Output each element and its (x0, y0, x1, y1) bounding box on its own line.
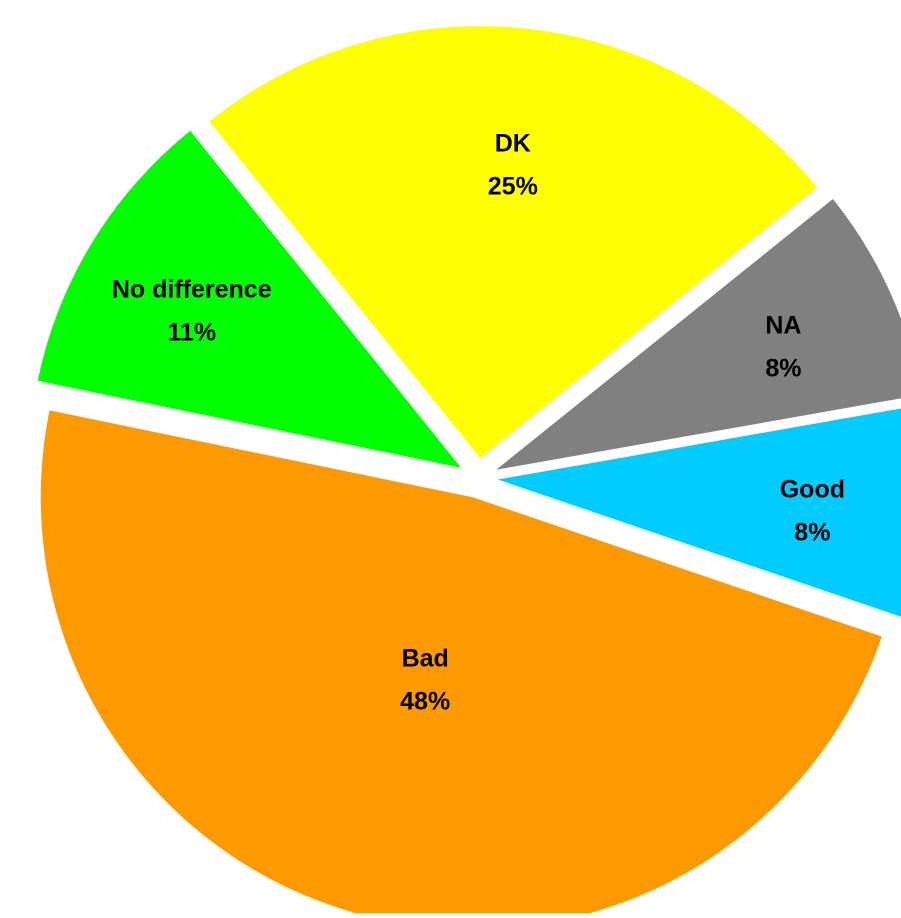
pie-slice-na (496, 199, 901, 470)
pie-labels: Good 8% Bad 48% No difference 11% DK 25% NA 8% (112, 129, 845, 715)
slice-label-na: NA (765, 311, 801, 339)
pie-slice-no-difference (37, 130, 461, 468)
slice-value-dk: 25% (488, 172, 538, 200)
slice-label-good: Good (780, 476, 845, 504)
slice-label-no-difference: No difference (112, 275, 272, 303)
pie-slice-dk (209, 26, 817, 459)
pie-slices (37, 26, 901, 918)
slice-label-dk: DK (495, 129, 531, 157)
slice-value-bad: 48% (400, 687, 450, 715)
pie-slice-bad (40, 410, 882, 918)
pie-slice-good (497, 408, 901, 617)
slice-label-bad: Bad (402, 644, 449, 672)
slice-value-good: 8% (794, 519, 830, 547)
slice-value-na: 8% (765, 354, 801, 382)
slice-value-no-difference: 11% (167, 318, 216, 346)
